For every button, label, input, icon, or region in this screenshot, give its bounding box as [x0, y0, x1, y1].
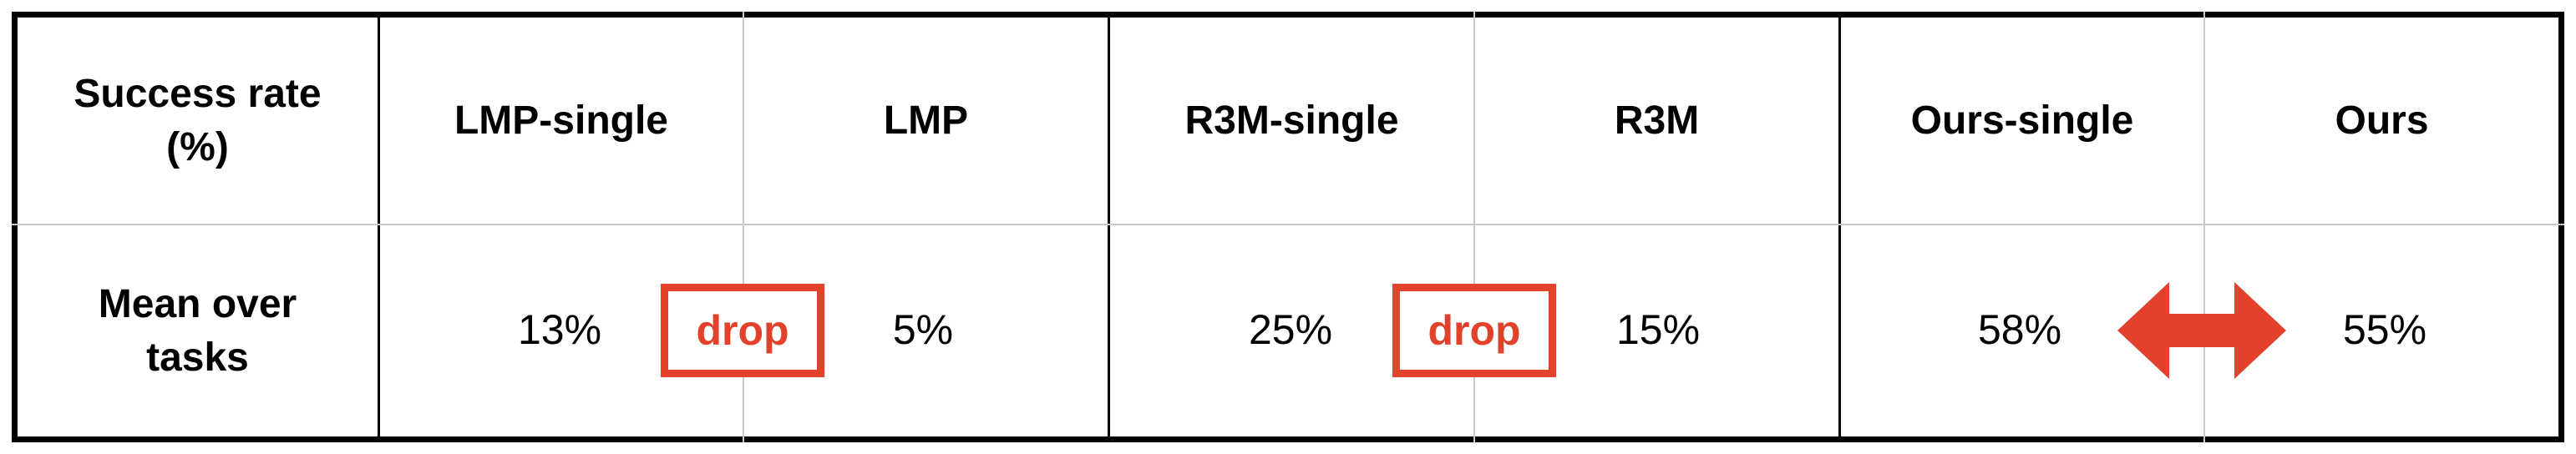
divider-header-row [12, 224, 2564, 225]
drop-badge-lmp: drop [661, 284, 824, 377]
value-ours: 55% [2342, 306, 2427, 353]
row-label-line1: Mean over [98, 281, 297, 326]
results-table [12, 12, 2564, 442]
column-header-lmp-single: LMP-single [454, 98, 668, 143]
value-r3m-single: 25% [1248, 306, 1333, 353]
double-arrow-icon [2117, 282, 2286, 379]
divider-group-1 [1108, 12, 1110, 442]
row-label-line2: tasks [146, 335, 249, 380]
column-header-ours: Ours [2335, 98, 2429, 143]
value-ours-single: 58% [1977, 306, 2062, 353]
value-lmp: 5% [892, 306, 954, 353]
divider-r3m [1473, 12, 1475, 442]
value-lmp-single: 13% [517, 306, 602, 353]
column-header-ours-single: Ours-single [1910, 98, 2134, 143]
drop-badge-r3m: drop [1392, 284, 1556, 377]
divider-lmp [743, 12, 744, 442]
corner-header-line2: (%) [166, 124, 229, 169]
column-header-r3m: R3M [1614, 98, 1700, 143]
corner-header: Success rate (%) [18, 18, 378, 224]
divider-row-labels [378, 12, 380, 442]
value-r3m: 15% [1615, 306, 1701, 353]
corner-header-line1: Success rate [74, 71, 322, 116]
row-label-mean: Mean over tasks [18, 225, 378, 436]
column-header-r3m-single: R3M-single [1184, 98, 1399, 143]
column-header-lmp: LMP [883, 98, 969, 143]
divider-ours [2203, 12, 2205, 442]
divider-group-2 [1838, 12, 1841, 442]
